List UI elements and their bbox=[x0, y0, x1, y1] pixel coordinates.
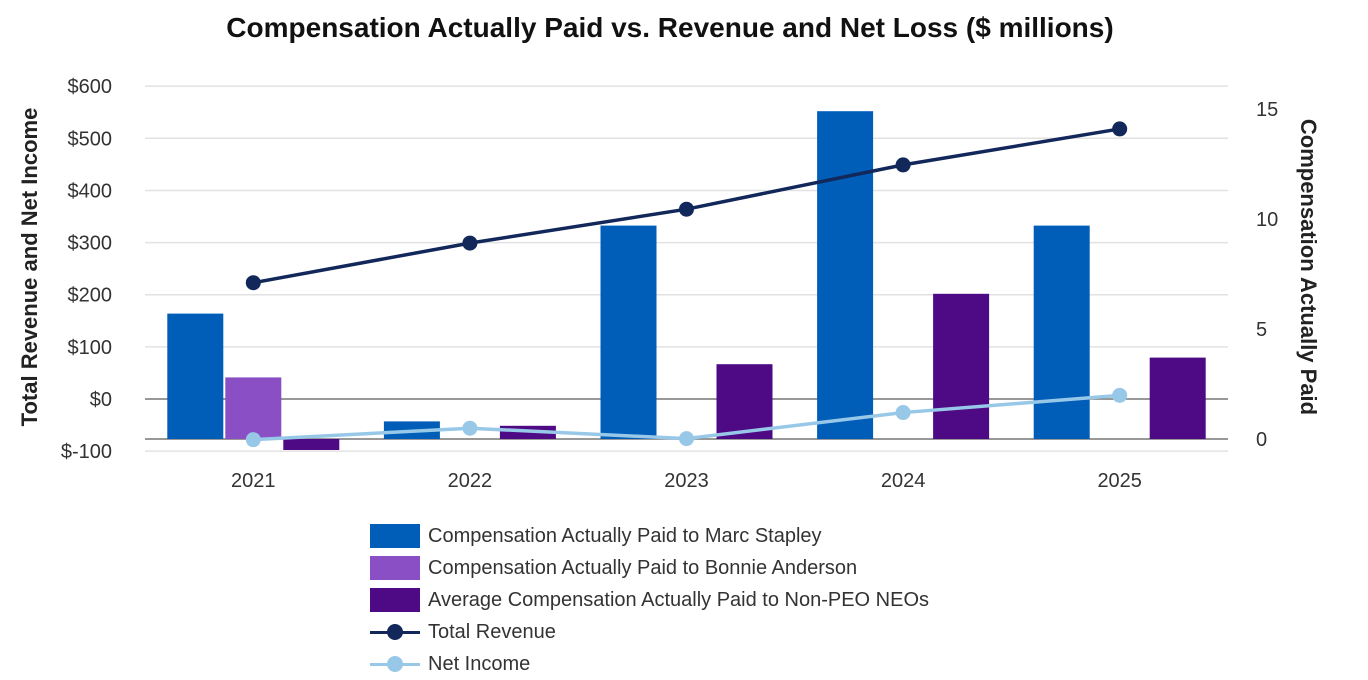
legend-item-stapley: Compensation Actually Paid to Marc Stapl… bbox=[370, 520, 929, 552]
x-tick-label: 2024 bbox=[881, 470, 926, 492]
legend-item-neos: Average Compensation Actually Paid to No… bbox=[370, 584, 929, 616]
right-axis-ticks: 15 10 5 0 bbox=[1256, 99, 1278, 451]
bar-0-2024 bbox=[817, 111, 874, 439]
legend-swatch-neos bbox=[370, 588, 420, 612]
chart-title: Compensation Actually Paid vs. Revenue a… bbox=[226, 12, 1114, 43]
point-1-2024 bbox=[895, 405, 911, 421]
legend: Compensation Actually Paid to Marc Stapl… bbox=[370, 520, 929, 680]
point-1-2021 bbox=[245, 432, 261, 448]
legend-swatch-anderson bbox=[370, 556, 420, 580]
bar-0-2023 bbox=[600, 225, 657, 439]
left-tick-label: $100 bbox=[68, 337, 113, 359]
legend-label-anderson: Compensation Actually Paid to Bonnie And… bbox=[428, 556, 858, 579]
chart-plot-area: $600 $500 $400 $300 $200 $100 $0 $-100 15 10 5 0 2… bbox=[17, 76, 1321, 492]
point-0-2021 bbox=[245, 275, 261, 291]
left-tick-label: $300 bbox=[68, 233, 113, 255]
right-tick-label: 10 bbox=[1256, 209, 1278, 231]
right-axis-title: Compensation Actually Paid bbox=[1296, 119, 1321, 415]
legend-item-revenue: Total Revenue bbox=[370, 616, 929, 648]
left-tick-label: $400 bbox=[68, 180, 113, 202]
bars bbox=[167, 111, 1206, 450]
left-tick-label: $-100 bbox=[61, 441, 112, 463]
legend-label-revenue: Total Revenue bbox=[428, 620, 556, 643]
legend-label-net-income: Net Income bbox=[428, 652, 531, 675]
legend-label-neos: Average Compensation Actually Paid to No… bbox=[428, 588, 929, 611]
left-tick-label: $0 bbox=[90, 389, 112, 411]
right-tick-label: 15 bbox=[1256, 99, 1278, 121]
left-tick-label: $500 bbox=[68, 128, 113, 150]
bar-1-2021 bbox=[225, 377, 282, 439]
point-0-2023 bbox=[679, 201, 694, 217]
lines bbox=[245, 121, 1128, 448]
bar-2-2024 bbox=[933, 293, 990, 439]
bar-2-2021 bbox=[283, 439, 340, 450]
legend-swatch-stapley bbox=[370, 524, 420, 548]
bar-2-2023 bbox=[716, 364, 773, 439]
right-tick-label: 0 bbox=[1256, 429, 1267, 451]
x-tick-label: 2021 bbox=[231, 470, 276, 492]
left-axis-ticks: $600 $500 $400 $300 $200 $100 $0 $-100 bbox=[61, 76, 112, 463]
x-tick-label: 2025 bbox=[1097, 470, 1142, 492]
point-1-2025 bbox=[1112, 387, 1128, 403]
right-tick-label: 5 bbox=[1256, 319, 1267, 341]
point-1-2022 bbox=[462, 420, 478, 436]
legend-label-stapley: Compensation Actually Paid to Marc Stapl… bbox=[428, 524, 822, 547]
legend-marker-revenue bbox=[370, 620, 420, 644]
left-tick-label: $200 bbox=[68, 285, 113, 307]
legend-item-anderson: Compensation Actually Paid to Bonnie And… bbox=[370, 552, 929, 584]
left-axis-title: Total Revenue and Net Income bbox=[17, 108, 42, 427]
point-0-2024 bbox=[895, 157, 911, 173]
legend-item-net-income: Net Income bbox=[370, 648, 929, 680]
bar-0-2021 bbox=[167, 313, 224, 439]
x-tick-label: 2022 bbox=[448, 470, 493, 492]
bar-2-2025 bbox=[1149, 357, 1206, 439]
x-axis-ticks: 2021 2022 2023 2024 2025 bbox=[231, 470, 1142, 492]
point-0-2025 bbox=[1112, 121, 1128, 137]
left-tick-label: $600 bbox=[68, 76, 113, 98]
legend-marker-net-income bbox=[370, 652, 420, 676]
point-0-2022 bbox=[462, 235, 478, 251]
x-tick-label: 2023 bbox=[664, 470, 709, 492]
bar-0-2025 bbox=[1033, 225, 1090, 439]
point-1-2023 bbox=[679, 431, 694, 447]
